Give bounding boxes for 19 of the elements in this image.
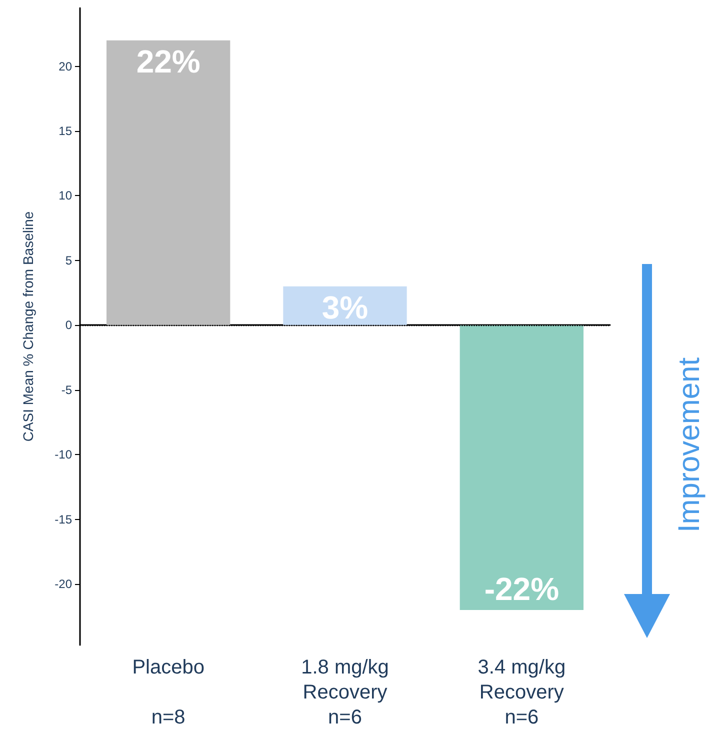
y-tick-label: 15 — [58, 124, 72, 138]
data-label: -22% — [484, 571, 560, 608]
data-label: 3% — [322, 289, 368, 326]
y-tick-label: -15 — [54, 512, 72, 526]
y-axis-title: CASI Mean % Change from Baseline — [20, 211, 36, 442]
y-tick-label: 10 — [58, 188, 72, 203]
x-tick-label: 1.8 mg/kg Recovery n=6 — [301, 656, 389, 728]
y-tick-label: 5 — [65, 253, 72, 268]
x-tick-label: 3.4 mg/kg Recovery n=6 — [478, 656, 566, 728]
category-label: Placebo n=8 — [132, 656, 204, 728]
y-tick-label: 20 — [58, 59, 72, 74]
text: Improvement — [673, 357, 707, 533]
y-tick-label: -10 — [54, 448, 72, 462]
y-tick-label: -20 — [54, 577, 72, 592]
y-tick-label: 0 — [65, 318, 72, 332]
y-tick-label: -5 — [61, 382, 72, 397]
data-label: 22% — [136, 43, 200, 80]
bar — [106, 40, 230, 326]
bar — [460, 325, 584, 610]
